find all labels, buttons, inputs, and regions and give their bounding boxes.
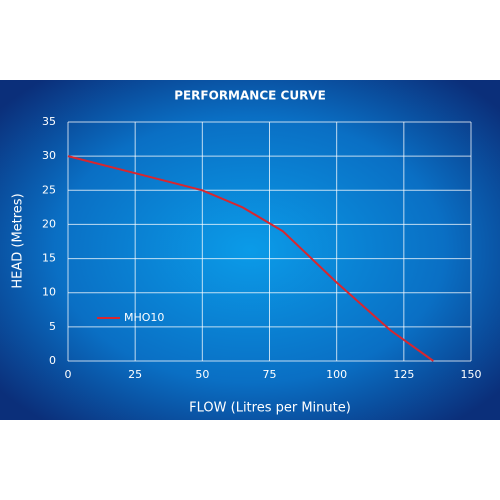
x-tick-label: 75 — [263, 368, 277, 381]
x-tick-label: 125 — [393, 368, 414, 381]
y-tick-label: 15 — [42, 252, 56, 265]
y-tick-label: 20 — [42, 217, 56, 230]
y-tick-label: 10 — [42, 286, 56, 299]
y-tick-label: 25 — [42, 183, 56, 196]
y-tick-label: 35 — [42, 115, 56, 128]
y-tick-label: 5 — [49, 320, 56, 333]
x-axis-label: FLOW (Litres per Minute) — [189, 401, 351, 416]
x-tick-label: 0 — [65, 368, 72, 381]
x-tick-label: 25 — [128, 368, 142, 381]
y-tick-label: 30 — [42, 149, 56, 162]
x-tick-label: 100 — [326, 368, 347, 381]
legend-label: MHO10 — [124, 311, 164, 324]
x-tick-label: 150 — [461, 368, 482, 381]
y-tick-label: 0 — [49, 354, 56, 367]
chart-title: PERFORMANCE CURVE — [174, 89, 326, 103]
x-tick-label: 50 — [195, 368, 209, 381]
line — [67, 155, 434, 362]
panel — [0, 80, 500, 420]
y-axis-label: HEAD (Metres) — [11, 193, 26, 288]
